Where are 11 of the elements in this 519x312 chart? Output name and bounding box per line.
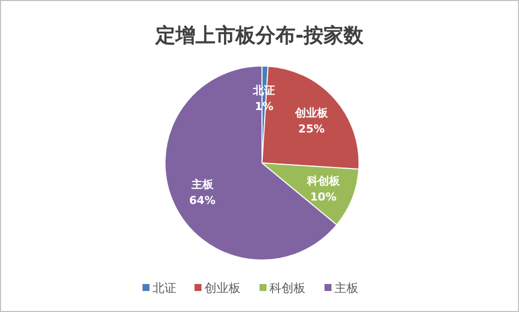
slice-label: 科创板 <box>306 174 341 188</box>
chart-title: 定增上市板分布-按家数 <box>154 23 365 47</box>
data-label: 10% <box>310 190 336 204</box>
legend-label: 主板 <box>334 281 358 295</box>
legend-label: 科创板 <box>270 281 306 295</box>
slice-label: 创业板 <box>294 106 329 120</box>
data-label: 64% <box>189 194 216 208</box>
legend-label: 北证 <box>152 281 176 295</box>
data-label: 25% <box>298 122 325 136</box>
legend-label: 创业板 <box>204 281 240 295</box>
slice-label: 主板 <box>190 178 214 192</box>
